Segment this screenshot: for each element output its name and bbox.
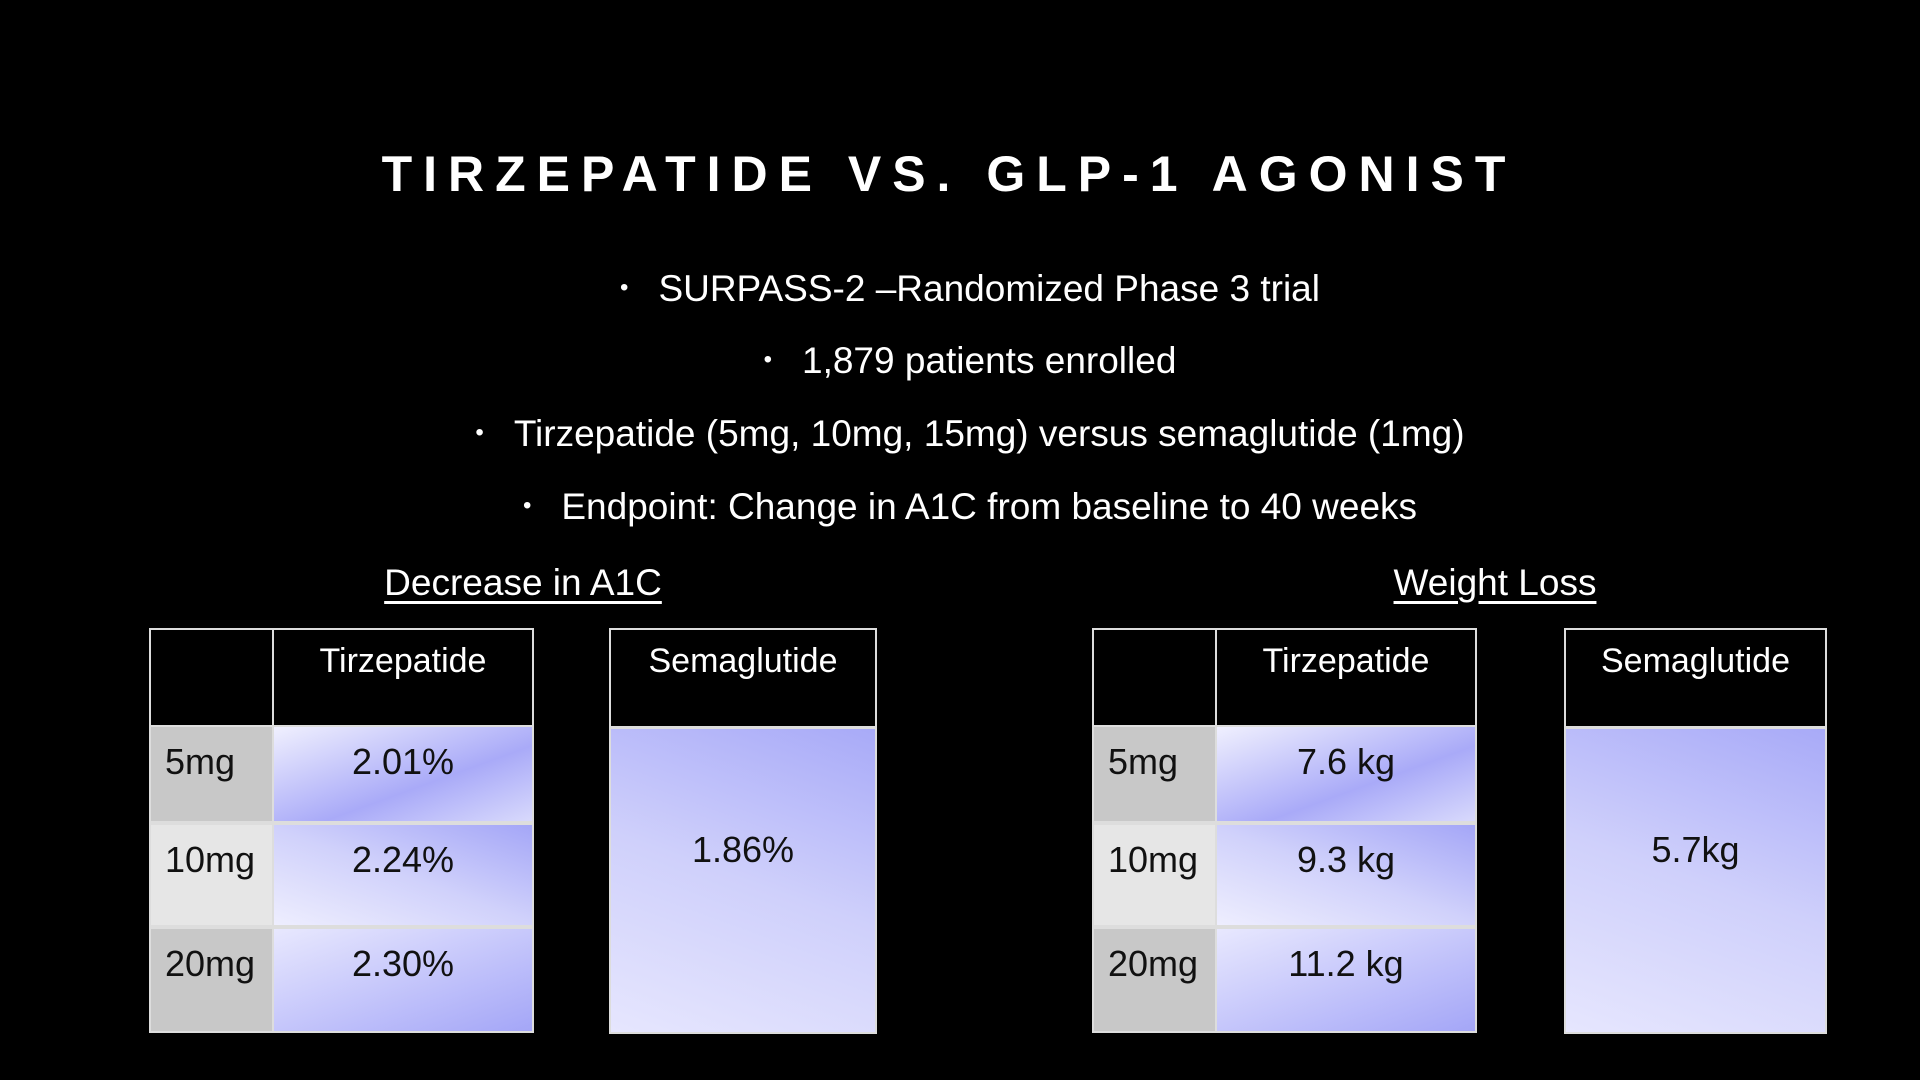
header-cell: Tirzepatide: [1215, 628, 1477, 727]
header-cell: Semaglutide: [609, 628, 877, 728]
bullet: Endpoint: Change in A1C from baseline to…: [0, 486, 1920, 528]
dose-cell: 20mg: [149, 927, 274, 1033]
dose-cell: 5mg: [149, 725, 274, 823]
header-cell: Tirzepatide: [272, 628, 534, 727]
dose-cell: 10mg: [149, 823, 274, 927]
bullet: 1,879 patients enrolled: [0, 340, 1920, 382]
slide-title: TIRZEPATIDE VS. GLP-1 AGONIST: [381, 146, 1517, 202]
value-cell: 2.30%: [272, 927, 534, 1033]
dose-cell: 5mg: [1092, 725, 1217, 823]
value-cell: 7.6 kg: [1215, 725, 1477, 823]
bullet: Tirzepatide (5mg, 10mg, 15mg) versus sem…: [0, 413, 1920, 455]
header-cell: Semaglutide: [1564, 628, 1827, 728]
value-cell: 2.01%: [272, 725, 534, 823]
value-cell: 2.24%: [272, 823, 534, 927]
value-cell: 9.3 kg: [1215, 823, 1477, 927]
table-heading: Decrease in A1C: [384, 562, 662, 603]
value-cell: 5.7kg: [1564, 727, 1827, 1034]
header-cell: [149, 628, 274, 727]
value-cell: 1.86%: [609, 727, 877, 1034]
header-cell: [1092, 628, 1217, 727]
dose-cell: 20mg: [1092, 927, 1217, 1033]
bullet: SURPASS-2 –Randomized Phase 3 trial: [0, 268, 1920, 310]
table-heading: Weight Loss: [1393, 562, 1597, 603]
dose-cell: 10mg: [1092, 823, 1217, 927]
value-cell: 11.2 kg: [1215, 927, 1477, 1033]
